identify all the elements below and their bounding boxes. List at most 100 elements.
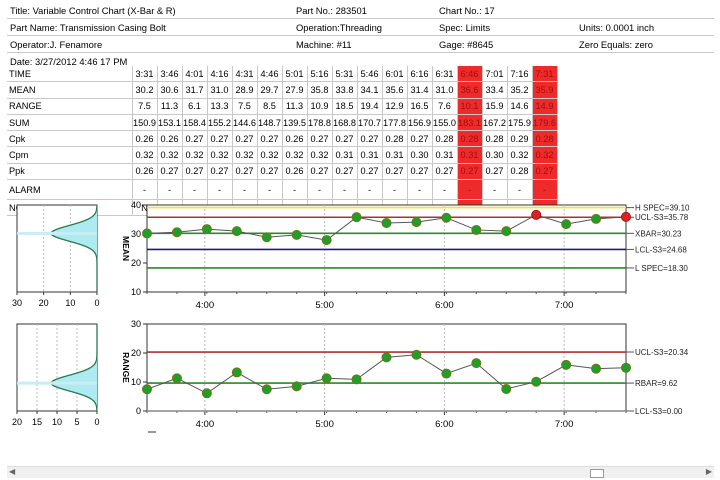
data-point xyxy=(621,362,632,373)
grid-cell: 19.4 xyxy=(357,98,383,115)
grid-cell: - xyxy=(307,179,333,201)
grid-cell: - xyxy=(432,179,458,201)
grid-cell: 0.27 xyxy=(257,163,283,181)
grid-cell: 16.5 xyxy=(407,98,433,115)
grid-cell: - xyxy=(207,179,233,201)
grid-cell: 0.32 xyxy=(182,146,208,164)
data-point xyxy=(501,383,512,394)
x-tick-label: 6:00 xyxy=(435,300,454,311)
grid-cell: 0.32 xyxy=(207,146,233,164)
histogram-frame xyxy=(16,204,98,293)
grid-cell: 0.31 xyxy=(382,146,408,164)
data-point xyxy=(381,217,392,228)
grid-row-sum: SUM 150.9 153.1 158.4 155.2 144.6 148.7 139.5 17… xyxy=(7,114,558,132)
row-label: ALARM xyxy=(7,179,133,201)
grid-cell: 0.26 xyxy=(282,130,308,148)
y-tick-label: 10 xyxy=(131,377,141,387)
operator-field: Operator:J. Fenamore xyxy=(10,39,103,50)
grid-cell: 14.9 xyxy=(532,98,558,115)
grid-cell: 28.9 xyxy=(232,81,258,99)
grid-cell: 31.4 xyxy=(407,81,433,99)
grid-row-alarm: ALARM - - - - - - - - - - - - - - - - - xyxy=(7,179,558,201)
grid-cell: 5:31 xyxy=(332,66,358,83)
grid-cell: 0.27 xyxy=(232,163,258,181)
grid-cell: 18.5 xyxy=(332,98,358,115)
grid-cell: 7.5 xyxy=(232,98,258,115)
data-point xyxy=(261,232,272,243)
data-point xyxy=(171,373,182,384)
row-label: Ppk xyxy=(7,163,133,181)
data-point xyxy=(291,381,302,392)
grid-cell: - xyxy=(357,179,383,201)
grid-row-range: RANGE 7.5 11.3 6.1 13.3 7.5 8.5 11.3 10.9 18.5 19.… xyxy=(7,98,558,115)
scroll-right-icon[interactable]: ▶ xyxy=(705,467,712,476)
grid-cell: 0.26 xyxy=(132,130,158,148)
data-point xyxy=(561,359,572,370)
data-point xyxy=(411,349,422,360)
scroll-thumb[interactable] xyxy=(590,469,604,478)
row-label: SUM xyxy=(7,114,133,132)
histogram-tick-label: 0 xyxy=(94,298,99,308)
grid-cell: - xyxy=(382,179,408,201)
units-field: Units: 0.0001 inch xyxy=(579,22,655,33)
data-point xyxy=(351,212,362,223)
grid-cell: 6.1 xyxy=(182,98,208,115)
grid-cell: 15.9 xyxy=(482,98,508,115)
row-label: RANGE xyxy=(7,98,133,115)
grid-cell: 6:01 xyxy=(382,66,408,83)
grid-cell: - xyxy=(132,179,158,201)
histogram-tick-label: 10 xyxy=(52,417,62,427)
data-point xyxy=(411,217,422,228)
spec-field: Spec: Limits xyxy=(439,22,491,33)
grid-cell: 13.3 xyxy=(207,98,233,115)
data-point xyxy=(201,388,212,399)
grid-cell: 35.8 xyxy=(307,81,333,99)
grid-cell: 0.31 xyxy=(457,146,483,164)
data-point xyxy=(201,224,212,235)
data-point xyxy=(471,358,482,369)
grid-cell: 0.27 xyxy=(407,130,433,148)
data-point xyxy=(231,226,242,237)
grid-cell: 3:46 xyxy=(157,66,183,83)
grid-cell: - xyxy=(407,179,433,201)
grid-cell: 0.32 xyxy=(257,146,283,164)
operation-field: Operation:Threading xyxy=(296,22,382,33)
limit-label: L SPEC=18.30 xyxy=(635,264,688,273)
grid-cell: 10.1 xyxy=(457,98,483,115)
grid-cell: 5:01 xyxy=(282,66,308,83)
histogram-tick-label: 30 xyxy=(12,298,22,308)
horizontal-scrollbar[interactable]: ◀ ▶ xyxy=(7,466,714,478)
grid-cell: 0.27 xyxy=(232,130,258,148)
y-tick-label: 30 xyxy=(131,319,141,329)
grid-row-mean: MEAN 30.2 30.6 31.7 31.0 28.9 29.7 27.9 35.8 33.8… xyxy=(7,81,558,99)
data-point xyxy=(441,212,452,223)
data-point xyxy=(381,352,392,363)
grid-cell: 0.29 xyxy=(507,130,533,148)
grid-cell: 11.3 xyxy=(157,98,183,115)
y-tick-label: 10 xyxy=(131,287,141,297)
grid-cell: 0.30 xyxy=(482,146,508,164)
grid-cell: 0.27 xyxy=(307,130,333,148)
grid-cell: 0.28 xyxy=(432,130,458,148)
grid-cell: 148.7 xyxy=(257,114,283,132)
scroll-left-icon[interactable]: ◀ xyxy=(9,467,16,476)
grid-cell: 4:16 xyxy=(207,66,233,83)
grid-cell: - xyxy=(182,179,208,201)
grid-cell: 139.5 xyxy=(282,114,308,132)
grid-cell: 7:01 xyxy=(482,66,508,83)
x-tick-label: 6:00 xyxy=(435,419,454,430)
y-tick-label: 30 xyxy=(131,229,141,239)
y-tick-label: 40 xyxy=(131,200,141,210)
grid-cell: 155.0 xyxy=(432,114,458,132)
data-point xyxy=(231,367,242,378)
data-point xyxy=(141,228,152,239)
header-row: Operator:J. Fenamore Machine: #11 Gage: … xyxy=(7,36,714,53)
limit-label: UCL-S3=35.78 xyxy=(635,213,689,222)
plot-frame xyxy=(146,323,627,412)
gage-field: Gage: #8645 xyxy=(439,39,494,50)
grid-cell: 30.2 xyxy=(132,81,158,99)
grid-cell: 0.27 xyxy=(357,130,383,148)
grid-cell: 158.4 xyxy=(182,114,208,132)
grid-cell: 0.32 xyxy=(232,146,258,164)
data-point xyxy=(561,219,572,230)
